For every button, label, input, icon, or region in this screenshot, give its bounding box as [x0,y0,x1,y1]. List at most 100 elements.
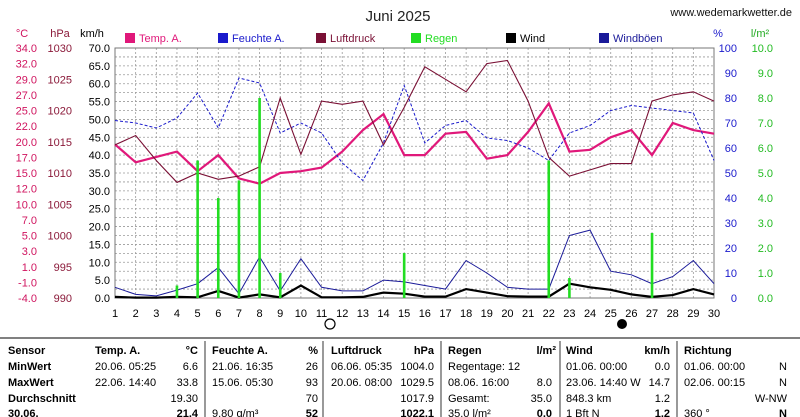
table-cell: 52 [306,408,318,417]
wind-axis-tick: 0.0 [95,293,110,305]
axes: 70.0 65.0 60.0 55.0 50.0 45.0 40.0 35.0 30.0 25.0… [16,43,773,305]
x-tick-label: 13 [357,308,369,320]
table-cell: 1.2 [655,408,670,417]
rain-axis-tick: 8.0 [758,93,773,105]
table-cell: 21.06. 16:35 [212,361,273,373]
pressure-axis-tick: 1025 [48,74,72,86]
table-cell: 14.7 [649,377,670,389]
x-tick-label: 9 [277,308,283,320]
x-tick-label: 6 [215,308,221,320]
humidity-axis-tick: 50 [725,168,737,180]
table-cell: 01.06. 00:00 [566,361,627,373]
table-cell: MaxWert [8,377,54,389]
pressure-line [114,59,715,184]
x-tick-label: 12 [336,308,348,320]
x-tick-label: 11 [316,308,327,320]
pressure-axis-tick: 1030 [48,43,72,55]
temp-axis-tick: 10.0 [16,199,37,211]
temp-axis-tick: 15.0 [16,168,37,180]
legend-label: Wind [520,33,545,45]
humidity-axis-tick: 100 [719,43,737,55]
temp-axis-tick: 22.0 [16,121,37,133]
table-cell: 35.0 [531,393,552,405]
x-tick-label: 22 [543,308,555,320]
wind-axis-tick: 10.0 [89,257,110,269]
table-cell: 15.06. 05:30 [212,377,273,389]
table-cell: 6.6 [183,361,198,373]
temp-axis-tick: 7.0 [22,215,37,227]
data-marks [114,59,715,299]
x-tick-label: 4 [174,308,180,320]
temp-axis-tick: -1.0 [18,277,37,289]
table-cell: 1 Bft N [566,408,600,417]
table-header: Richtung [684,345,732,357]
rain-bar [237,180,241,298]
humidity-axis-tick: 70 [725,118,737,130]
x-tick-label: 18 [460,308,472,320]
legend-swatch [218,33,228,43]
legend-label: Luftdruck [330,33,376,45]
x-tick-label: 17 [439,308,451,320]
wind-unit-label: km/h [80,28,104,40]
wind-axis-tick: 55.0 [89,97,110,109]
pressure-unit-label: hPa [50,28,70,40]
table-cell: W-NW [755,393,788,405]
table-header: % [308,345,318,357]
rain-bar [258,98,261,298]
pressure-axis-tick: 1010 [48,168,72,180]
x-axis-labels: 1 2 3 4 5 6 7 8 9 10 11 12 13 14 15 16 17 18 19 20 21 22 23 24 2… [112,308,720,330]
x-tick-label: 2 [133,308,139,320]
x-tick-label: 8 [257,308,263,320]
table-cell: 848.3 km [566,393,611,405]
temp-axis-tick: 25.0 [16,106,37,118]
table-cell: 02.06. 00:15 [684,377,745,389]
temp-axis-tick: 27.0 [16,90,37,102]
humidity-axis-tick: 10 [725,268,737,280]
legend-label: Feuchte A. [232,33,285,45]
rain-bar [175,285,179,298]
pressure-axis-tick: 990 [54,293,72,305]
rain-axis-tick: 6.0 [758,143,773,155]
x-tick-label: 19 [481,308,493,320]
rain-axis-tick: 3.0 [758,218,773,230]
humidity-axis-tick: 30 [725,218,737,230]
table-cell: 01.06. 00:00 [684,361,745,373]
x-tick-label: 7 [236,308,242,320]
rain-bar [568,278,571,298]
table-cell: 20.06. 08:00 [331,377,392,389]
pressure-axis-tick: 995 [54,262,72,274]
table-cell: 70 [306,393,318,405]
grid [114,47,715,299]
table-cell: N [779,377,787,389]
humidity-axis-tick: 0 [731,293,737,305]
table-cell: 1029.5 [400,377,434,389]
table-header: hPa [414,345,435,357]
table-cell: 1017.9 [400,393,434,405]
table-cell: 0.0 [655,361,670,373]
legend-swatch [599,33,609,43]
legend-label: Temp. A. [139,33,182,45]
summary-table: Sensor Temp. A. °C Feuchte A.% Luftdruck hPa R… [0,337,800,417]
wind-axis-tick: 20.0 [89,222,110,234]
temp-line [114,101,715,185]
x-tick-label: 24 [584,308,596,320]
temp-axis-tick: 3.0 [22,246,37,258]
wind-axis-tick: 50.0 [89,114,110,126]
table-cell: 0.0 [537,408,552,417]
wind-axis-tick: 35.0 [89,168,110,180]
table-cell: 08.06. 16:00 [448,377,509,389]
rain-bar [547,160,551,298]
table-cell: Regentage: 12 [448,361,520,373]
temp-axis-tick: 17.0 [16,152,37,164]
table-header: Regen [448,345,482,357]
x-tick-label: 14 [377,308,389,320]
humidity-line [114,77,715,182]
legend-label: Windböen [613,33,663,45]
site-url[interactable]: www.wedemarkwetter.de [669,7,792,19]
temp-axis-tick: -4.0 [18,293,37,305]
x-tick-label: 16 [419,308,431,320]
table-cell: 20.06. 05:25 [95,361,156,373]
humidity-axis-tick: 60 [725,143,737,155]
temp-axis-tick: 32.0 [16,59,37,71]
